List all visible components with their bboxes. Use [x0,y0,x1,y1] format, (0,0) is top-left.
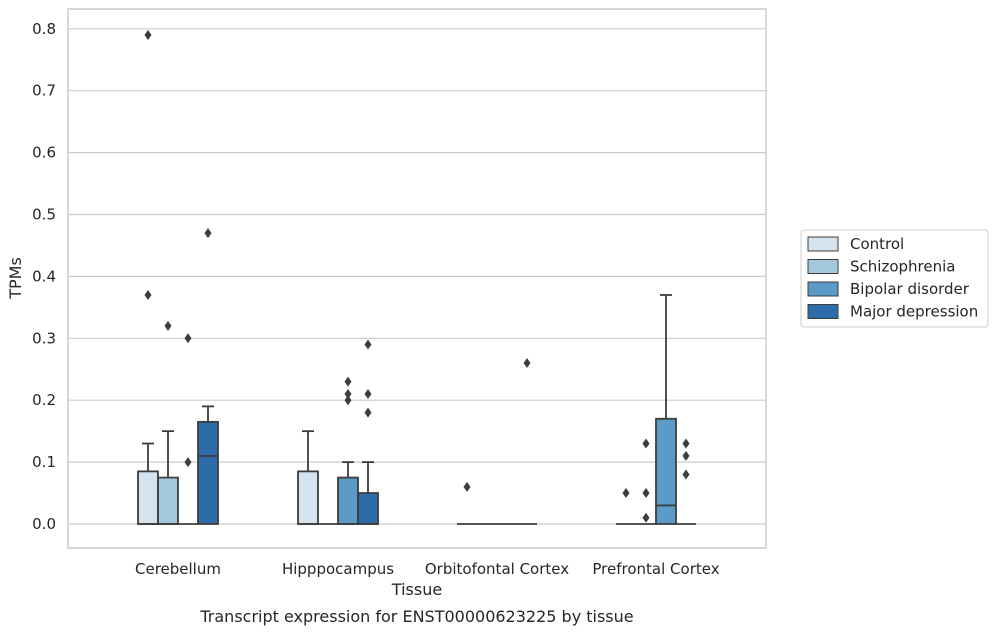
outlier-point [344,376,352,387]
y-tick-label: 0.0 [32,515,56,533]
box-control [137,442,159,525]
x-tick-label: Orbitofontal Cortex [425,560,569,578]
y-axis-label: TPMs [6,257,25,300]
box-body [655,417,677,525]
outlier-point [642,488,650,499]
outlier-point [364,389,372,400]
box-body [137,470,159,525]
legend-swatch [807,304,839,319]
box-bipolar-disorder [655,294,677,525]
box-schizophrenia [157,430,179,525]
x-tick-label: Prefrontal Cortex [592,560,719,578]
y-tick-label: 0.3 [32,329,56,347]
outlier-point [144,289,152,300]
box-body [197,420,219,525]
outlier-point [164,320,172,331]
legend-swatch [807,236,839,252]
legend-label: Major depression [850,303,978,321]
legend-swatch [807,259,839,274]
chart-caption: Transcript expression for ENST0000062322… [199,607,633,626]
outlier-point [622,488,630,499]
y-tick-label: 0.1 [32,453,56,471]
plot-frame [67,8,767,549]
box-control [297,430,319,525]
outlier-point [184,457,192,468]
outlier-point [642,512,650,523]
outlier-point [184,333,192,344]
box-body [157,476,179,525]
legend-label: Control [850,235,904,253]
x-tick-label: Hipppocampus [282,560,394,578]
legend: Control Schizophrenia Bipolar disorder Majo… [800,229,989,328]
outlier-point [682,438,690,449]
x-tick-label: Cerebellum [135,560,221,578]
outlier-point [144,29,152,40]
box-major-depression [357,461,379,525]
y-tick-label: 0.5 [32,206,56,224]
boxes [137,294,696,525]
box-bipolar-disorder [337,461,359,525]
box-body [297,470,319,525]
outlier-point [344,389,352,400]
y-tick-label: 0.7 [32,82,56,100]
grid [68,28,766,525]
x-axis-label: Tissue [391,580,442,599]
outlier-point [344,395,352,406]
y-axis-ticks: 0.0 0.1 0.2 0.3 0.4 0.5 0.6 0.7 0.8 [32,20,56,533]
legend-frame [800,229,989,328]
y-tick-label: 0.8 [32,20,56,38]
x-axis-ticks: Cerebellum Hipppocampus Orbitofontal Corte… [135,560,720,578]
box-body [337,476,359,525]
y-tick-label: 0.4 [32,267,56,285]
outlier-point [682,450,690,461]
legend-label: Bipolar disorder [850,280,970,298]
outlier-point [642,438,650,449]
y-tick-label: 0.2 [32,391,56,409]
legend-label: Schizophrenia [850,258,955,276]
outlier-point [523,358,531,369]
box-major-depression [197,405,219,525]
outlier-point [204,228,212,239]
legend-swatch [807,281,839,297]
y-tick-label: 0.6 [32,144,56,162]
outlier-point [682,469,690,480]
box-body [357,492,379,525]
outliers [144,29,690,523]
outlier-point [463,481,471,492]
outlier-point [364,407,372,418]
outlier-point [364,339,372,350]
